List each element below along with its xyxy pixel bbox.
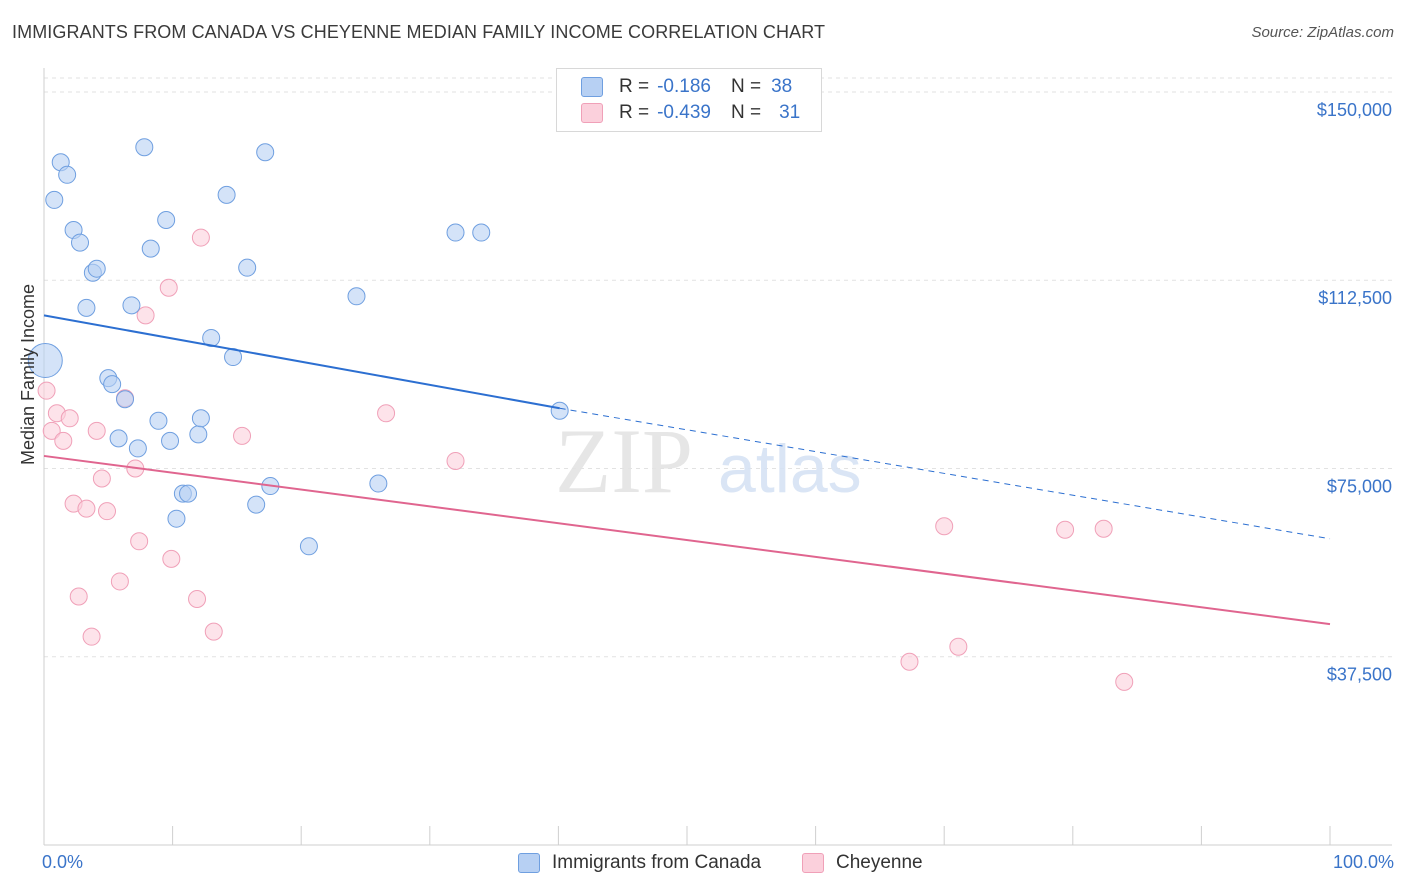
source-credit: Source: ZipAtlas.com bbox=[1251, 24, 1394, 41]
y-tick-label: $75,000 bbox=[1327, 476, 1392, 496]
canada-point bbox=[128, 439, 147, 458]
cheyenne-point bbox=[900, 652, 919, 671]
canada-point bbox=[238, 258, 257, 277]
watermark-zip: ZIP bbox=[555, 410, 693, 512]
cheyenne-point bbox=[233, 426, 252, 445]
cheyenne-point bbox=[77, 499, 96, 518]
canada-point bbox=[77, 298, 96, 317]
canada-point bbox=[71, 233, 90, 252]
canada-point bbox=[191, 409, 210, 428]
legend-swatch-canada bbox=[581, 77, 603, 97]
series-swatch-canada bbox=[518, 853, 540, 873]
legend-n-label: N = bbox=[730, 102, 762, 123]
x-tick-label-max: 100.0% bbox=[1332, 852, 1394, 872]
cheyenne-point bbox=[191, 228, 210, 247]
cheyenne-point bbox=[130, 532, 149, 551]
trend-lines bbox=[43, 314, 1331, 626]
canada-point bbox=[247, 495, 266, 514]
correlation-legend: R = -0.186 N = 38 R = -0.439 N = 31 bbox=[556, 68, 822, 132]
series-legend-canada: Immigrants from Canada bbox=[518, 852, 761, 874]
y-tick-label: $150,000 bbox=[1317, 100, 1392, 120]
cheyenne-point bbox=[162, 549, 181, 568]
legend-swatch-cheyenne bbox=[581, 103, 603, 123]
canada-point bbox=[347, 287, 366, 306]
legend-r-label: R = bbox=[619, 76, 650, 97]
cheyenne-point bbox=[87, 421, 106, 440]
canada-point bbox=[122, 296, 141, 315]
legend-n-value: 31 bbox=[779, 102, 801, 123]
cheyenne-points bbox=[37, 228, 1134, 691]
cheyenne-point bbox=[69, 587, 88, 606]
canada-point bbox=[116, 390, 135, 409]
cheyenne-point bbox=[377, 404, 396, 423]
cheyenne-point bbox=[159, 278, 178, 297]
cheyenne-point bbox=[82, 627, 101, 646]
canada-point bbox=[256, 143, 275, 162]
cheyenne-point bbox=[1094, 519, 1113, 538]
legend-row-cheyenne: R = -0.439 N = 31 bbox=[581, 101, 800, 125]
cheyenne-point bbox=[42, 421, 61, 440]
cheyenne-point bbox=[188, 590, 207, 609]
cheyenne-point bbox=[98, 502, 117, 521]
series-swatch-cheyenne bbox=[802, 853, 824, 873]
canada-trend-line bbox=[43, 314, 560, 410]
canada-point bbox=[161, 431, 180, 450]
x-tick-label-min: 0.0% bbox=[42, 852, 84, 872]
series-legend-label: Cheyenne bbox=[836, 852, 923, 873]
canada-point bbox=[217, 185, 236, 204]
y-tick-labels: $37,500 $75,000 $112,500 $150,000 bbox=[1317, 100, 1392, 685]
cheyenne-point bbox=[136, 306, 155, 325]
cheyenne-point bbox=[204, 622, 223, 641]
y-tick-label: $37,500 bbox=[1327, 665, 1392, 685]
canada-point bbox=[135, 138, 154, 157]
canada-point bbox=[141, 239, 160, 258]
cheyenne-point bbox=[935, 517, 954, 536]
canada-point bbox=[472, 223, 491, 242]
canada-point bbox=[58, 165, 77, 184]
canada-point bbox=[157, 210, 176, 229]
canada-point bbox=[369, 474, 388, 493]
cheyenne-trend-line bbox=[43, 454, 1331, 626]
canada-point bbox=[189, 425, 208, 444]
cheyenne-point bbox=[60, 409, 79, 428]
y-tick-label: $112,500 bbox=[1318, 288, 1392, 308]
canada-points bbox=[27, 138, 569, 556]
cheyenne-point bbox=[949, 637, 968, 656]
legend-row-canada: R = -0.186 N = 38 bbox=[581, 75, 792, 99]
legend-r-label: R = bbox=[619, 102, 650, 123]
cheyenne-point bbox=[446, 451, 465, 470]
chart-title: IMMIGRANTS FROM CANADA VS CHEYENNE MEDIA… bbox=[12, 22, 826, 42]
series-legend-cheyenne: Cheyenne bbox=[802, 852, 923, 874]
legend-n-label: N = bbox=[730, 76, 762, 97]
cheyenne-point bbox=[37, 381, 56, 400]
canada-trend-extension bbox=[559, 407, 1331, 540]
canada-point bbox=[103, 375, 122, 394]
canada-point bbox=[167, 509, 186, 528]
canada-point bbox=[299, 537, 318, 556]
canada-point bbox=[45, 190, 64, 209]
canada-point bbox=[550, 401, 569, 420]
cheyenne-point bbox=[54, 431, 73, 450]
legend-n-value: 38 bbox=[771, 76, 793, 97]
canada-point bbox=[27, 343, 63, 379]
cheyenne-point bbox=[92, 469, 111, 488]
canada-point bbox=[109, 429, 128, 448]
watermark: ZIP atlas bbox=[555, 410, 862, 512]
canada-point bbox=[149, 411, 168, 430]
grid-lines bbox=[44, 77, 1392, 658]
canada-point bbox=[179, 484, 198, 503]
cheyenne-point bbox=[1056, 520, 1075, 539]
series-legend-label: Immigrants from Canada bbox=[552, 852, 762, 873]
legend-r-value: -0.186 bbox=[657, 76, 711, 97]
canada-point bbox=[87, 259, 106, 278]
cheyenne-point bbox=[1115, 672, 1134, 691]
watermark-atlas: atlas bbox=[718, 431, 862, 507]
cheyenne-point bbox=[110, 572, 129, 591]
y-axis-label: Median Family Income bbox=[18, 283, 38, 465]
legend-r-value: -0.439 bbox=[657, 102, 711, 123]
series-legend: Immigrants from Canada Cheyenne bbox=[0, 852, 1406, 878]
canada-point bbox=[446, 223, 465, 242]
